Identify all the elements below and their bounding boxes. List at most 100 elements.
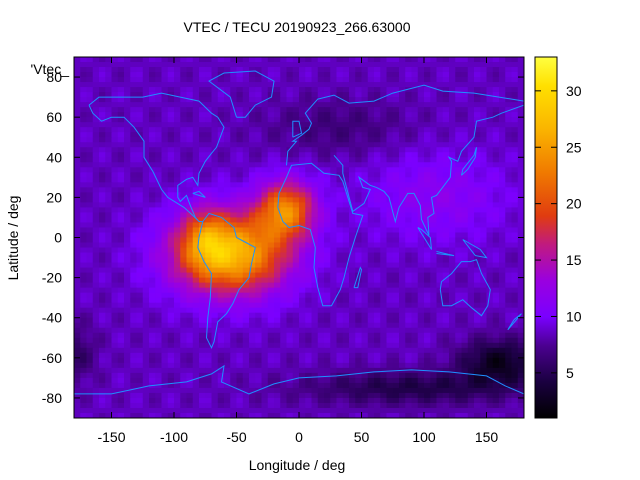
heatmap-cell <box>417 317 425 324</box>
heatmap-cell <box>317 327 325 334</box>
heatmap-cell <box>311 282 319 289</box>
heatmap-cell <box>280 107 288 113</box>
heatmap-cell <box>392 232 400 239</box>
heatmap-cell <box>205 157 213 163</box>
heatmap-cell <box>417 162 425 168</box>
heatmap-cell <box>86 62 94 68</box>
heatmap-cell <box>424 287 431 294</box>
heatmap-cell <box>255 282 263 289</box>
heatmap-cell <box>467 127 475 133</box>
heatmap-cell <box>86 352 94 359</box>
heatmap-cell <box>417 227 425 234</box>
heatmap-cell <box>405 292 413 299</box>
heatmap-cell <box>192 242 200 249</box>
heatmap-cell <box>317 317 325 324</box>
heatmap-cell <box>480 147 488 153</box>
heatmap-cell <box>192 192 200 198</box>
heatmap-cell <box>205 367 213 374</box>
heatmap-cell <box>274 172 281 178</box>
heatmap-cell <box>430 322 438 329</box>
heatmap-cell <box>274 327 281 334</box>
heatmap-cell <box>224 367 231 374</box>
heatmap-cell <box>136 237 144 244</box>
heatmap-cell <box>117 207 125 214</box>
heatmap-cell <box>249 332 256 339</box>
heatmap-cell <box>380 92 388 98</box>
heatmap-cell <box>317 57 325 63</box>
heatmap-cell <box>417 187 425 193</box>
heatmap-cell <box>261 287 269 294</box>
heatmap-cell <box>174 327 181 334</box>
heatmap-cell <box>442 87 450 93</box>
heatmap-cell <box>486 62 494 68</box>
heatmap-cell <box>242 62 250 68</box>
heatmap-cell <box>117 107 125 113</box>
heatmap-cell <box>480 57 488 63</box>
heatmap-cell <box>155 312 163 319</box>
heatmap-cell <box>461 367 469 374</box>
heatmap-cell <box>317 82 325 88</box>
heatmap-cell <box>74 152 81 158</box>
heatmap-cell <box>205 342 213 349</box>
heatmap-cell <box>230 272 238 279</box>
heatmap-cell <box>130 377 138 384</box>
heatmap-cell <box>449 162 456 168</box>
heatmap-cell <box>367 62 375 68</box>
heatmap-cell <box>86 327 94 334</box>
heatmap-cell <box>136 172 144 178</box>
heatmap-cell <box>336 347 344 354</box>
heatmap-cell <box>399 172 406 178</box>
heatmap-cell <box>474 192 481 198</box>
heatmap-cell <box>317 332 325 339</box>
heatmap-cell <box>305 117 313 123</box>
heatmap-cell <box>299 192 306 198</box>
heatmap-cell <box>155 332 163 339</box>
heatmap-cell <box>361 212 369 219</box>
heatmap-cell <box>192 262 200 269</box>
heatmap-cell <box>386 157 394 163</box>
heatmap-cell <box>242 167 250 173</box>
heatmap-cell <box>342 112 350 118</box>
heatmap-cell <box>224 342 231 349</box>
heatmap-cell <box>449 217 456 224</box>
heatmap-cell <box>424 337 431 344</box>
heatmap-cell <box>436 332 444 339</box>
heatmap-cell <box>430 122 438 128</box>
heatmap-cell <box>355 107 363 113</box>
heatmap-cell <box>280 367 288 374</box>
heatmap-cell <box>161 327 169 334</box>
heatmap-cell <box>274 307 281 314</box>
heatmap-cell <box>449 107 456 113</box>
heatmap-cell <box>474 397 481 404</box>
heatmap-cell <box>174 382 181 389</box>
heatmap-cell <box>499 332 506 339</box>
heatmap-cell <box>105 247 113 254</box>
heatmap-cell <box>136 177 144 183</box>
heatmap-cell <box>136 382 144 389</box>
heatmap-cell <box>80 247 88 254</box>
heatmap-cell <box>230 142 238 148</box>
heatmap-cell <box>111 362 119 369</box>
heatmap-cell <box>449 117 456 123</box>
heatmap-cell <box>317 252 325 259</box>
heatmap-cell <box>86 137 94 143</box>
heatmap-cell <box>224 382 231 389</box>
heatmap-cell <box>136 352 144 359</box>
heatmap-cell <box>80 147 88 153</box>
heatmap-cell <box>136 332 144 339</box>
heatmap-cell <box>174 252 181 259</box>
heatmap-cell <box>386 297 394 304</box>
heatmap-cell <box>274 387 281 394</box>
heatmap-cell <box>380 352 388 359</box>
heatmap-cell <box>424 132 431 138</box>
heatmap-cell <box>486 302 494 309</box>
heatmap-cell <box>330 237 338 244</box>
heatmap-cell <box>449 307 456 314</box>
heatmap-cell <box>430 232 438 239</box>
heatmap-cell <box>111 272 119 279</box>
heatmap-cell <box>249 337 256 344</box>
heatmap-cell <box>192 167 200 173</box>
heatmap-cell <box>261 327 269 334</box>
heatmap-cell <box>211 222 219 229</box>
heatmap-cell <box>380 332 388 339</box>
